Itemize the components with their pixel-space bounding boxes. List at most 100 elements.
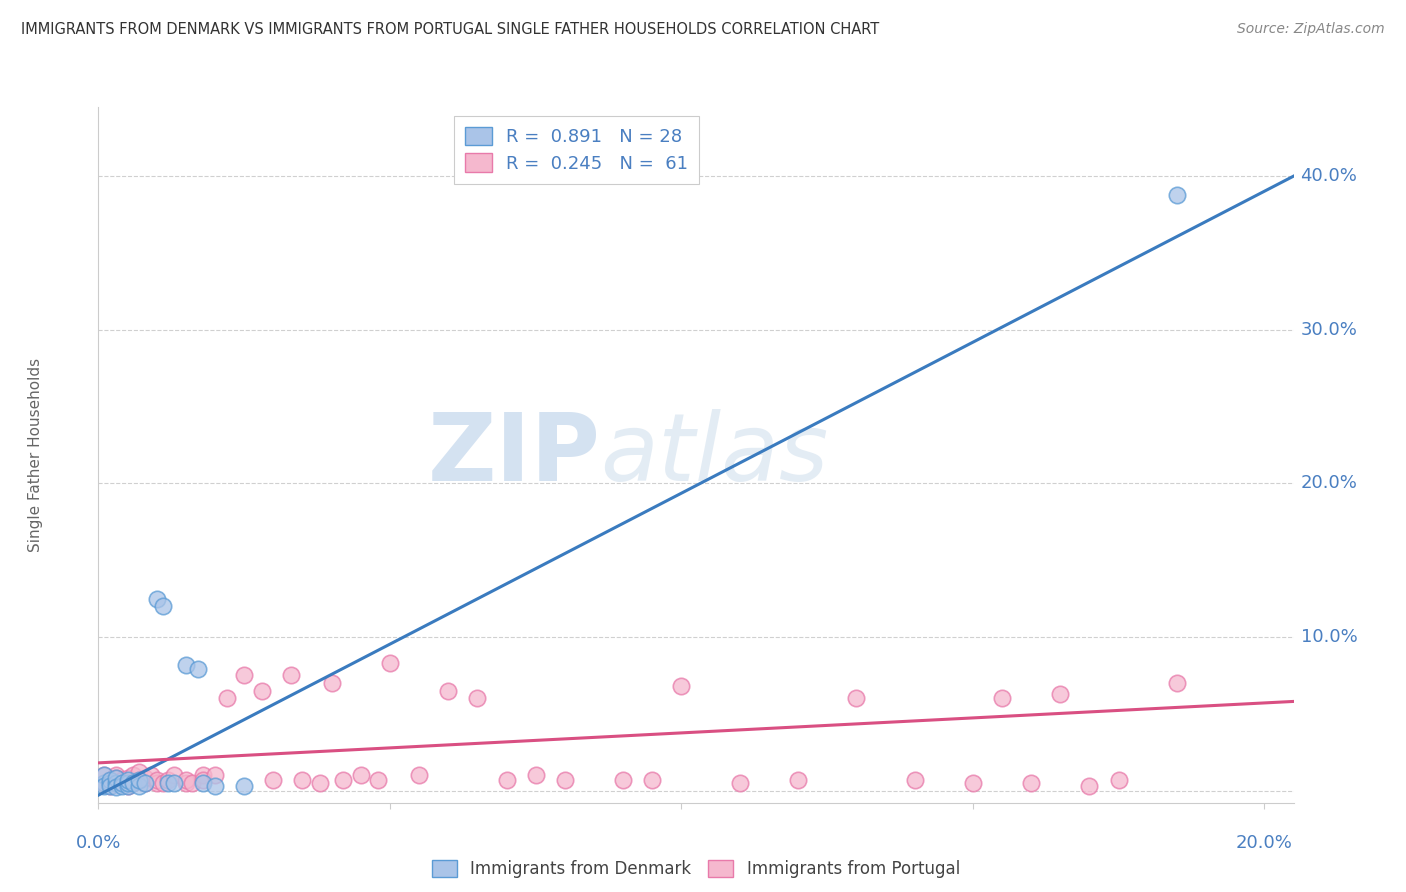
Point <box>350 768 373 782</box>
Point <box>93 776 115 790</box>
Point <box>117 776 139 790</box>
Point <box>1078 779 1101 793</box>
Point <box>93 779 115 793</box>
Text: atlas: atlas <box>600 409 828 500</box>
Point <box>437 683 460 698</box>
Point <box>111 776 134 790</box>
Point <box>193 768 215 782</box>
Point <box>122 776 145 790</box>
Text: ZIP: ZIP <box>427 409 600 501</box>
Point <box>671 679 693 693</box>
Point <box>134 771 156 785</box>
Point <box>291 772 314 787</box>
Point <box>321 676 343 690</box>
Text: 40.0%: 40.0% <box>1301 167 1357 186</box>
Point <box>152 599 174 614</box>
Point <box>204 768 226 782</box>
Point <box>93 768 115 782</box>
Point <box>117 772 139 787</box>
Point <box>163 768 186 782</box>
Point <box>111 779 134 793</box>
Point <box>204 779 226 793</box>
Point <box>111 772 134 787</box>
Point <box>152 776 174 790</box>
Point <box>157 772 180 787</box>
Point <box>128 772 150 787</box>
Point <box>157 776 180 790</box>
Point <box>332 772 354 787</box>
Point <box>309 776 332 790</box>
Point <box>128 765 150 780</box>
Point <box>1166 187 1188 202</box>
Point <box>104 771 127 785</box>
Text: Source: ZipAtlas.com: Source: ZipAtlas.com <box>1237 22 1385 37</box>
Point <box>467 691 489 706</box>
Point <box>524 768 547 782</box>
Point <box>845 691 868 706</box>
Point <box>104 776 127 790</box>
Point <box>134 776 156 790</box>
Point <box>186 662 208 676</box>
Text: 0.0%: 0.0% <box>76 834 121 852</box>
Point <box>1049 687 1071 701</box>
Point <box>122 776 145 790</box>
Point <box>93 776 115 790</box>
Point <box>104 776 127 790</box>
Point <box>962 776 984 790</box>
Point <box>991 691 1014 706</box>
Point <box>378 656 401 670</box>
Point <box>145 591 167 606</box>
Text: 30.0%: 30.0% <box>1301 321 1357 339</box>
Point <box>367 772 389 787</box>
Point <box>193 776 215 790</box>
Point <box>554 772 576 787</box>
Point <box>104 780 127 795</box>
Point <box>128 772 150 787</box>
Point <box>787 772 810 787</box>
Legend: Immigrants from Denmark, Immigrants from Portugal: Immigrants from Denmark, Immigrants from… <box>426 854 966 885</box>
Point <box>1019 776 1042 790</box>
Point <box>145 772 167 787</box>
Point <box>145 776 167 790</box>
Text: 10.0%: 10.0% <box>1301 628 1357 646</box>
Point <box>117 771 139 785</box>
Point <box>117 779 139 793</box>
Point <box>262 772 284 787</box>
Point <box>408 768 430 782</box>
Point <box>98 776 121 790</box>
Text: 20.0%: 20.0% <box>1301 475 1357 492</box>
Point <box>250 683 273 698</box>
Text: 20.0%: 20.0% <box>1236 834 1292 852</box>
Point <box>215 691 238 706</box>
Point <box>134 776 156 790</box>
Point <box>1166 676 1188 690</box>
Point <box>93 768 115 782</box>
Point <box>111 776 134 790</box>
Point <box>728 776 751 790</box>
Point <box>612 772 634 787</box>
Point <box>233 779 256 793</box>
Point <box>117 779 139 793</box>
Point <box>641 772 664 787</box>
Point <box>193 772 215 787</box>
Point <box>174 776 197 790</box>
Point <box>128 779 150 793</box>
Point <box>903 772 925 787</box>
Point <box>98 779 121 793</box>
Text: Single Father Households: Single Father Households <box>28 358 42 552</box>
Point <box>139 768 162 782</box>
Point <box>98 772 121 787</box>
Text: IMMIGRANTS FROM DENMARK VS IMMIGRANTS FROM PORTUGAL SINGLE FATHER HOUSEHOLDS COR: IMMIGRANTS FROM DENMARK VS IMMIGRANTS FR… <box>21 22 879 37</box>
Point <box>163 776 186 790</box>
Point <box>495 772 517 787</box>
Point <box>1108 772 1130 787</box>
Point <box>174 772 197 787</box>
Point <box>174 657 197 672</box>
Point <box>233 668 256 682</box>
Point <box>280 668 302 682</box>
Point <box>104 771 127 785</box>
Point <box>104 768 127 782</box>
Point <box>122 768 145 782</box>
Point <box>180 776 202 790</box>
Point <box>98 772 121 787</box>
